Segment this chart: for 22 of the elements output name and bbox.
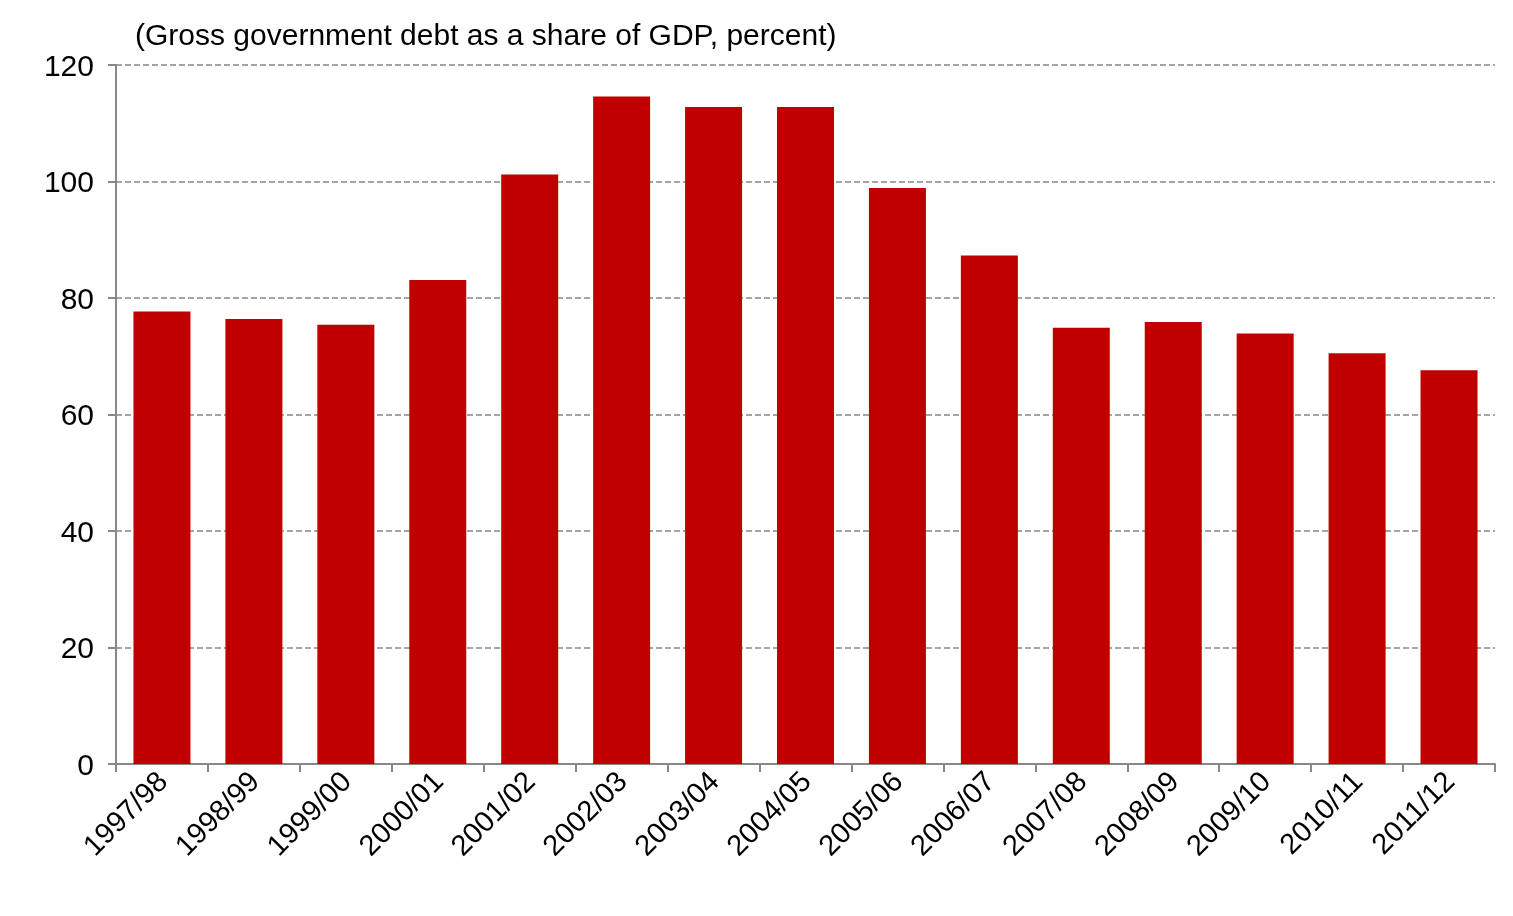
y-tick-label: 100 — [43, 165, 94, 198]
bar — [868, 187, 926, 764]
bar — [1052, 327, 1110, 764]
y-tick-label: 80 — [60, 281, 94, 315]
y-tick-label: 60 — [60, 398, 94, 431]
bar — [1328, 353, 1386, 764]
bar — [317, 324, 375, 764]
bar — [1236, 333, 1294, 764]
bar — [133, 311, 191, 764]
bar — [685, 106, 743, 764]
y-tick-label: 120 — [43, 48, 94, 82]
bar — [960, 255, 1018, 764]
bar — [1144, 321, 1202, 764]
chart-title: (Gross government debt as a share of GDP, percent) — [135, 17, 837, 51]
bar — [593, 96, 651, 764]
bar — [777, 106, 834, 764]
y-tick-label: 20 — [60, 631, 94, 664]
bar — [1420, 370, 1478, 764]
bar — [501, 174, 559, 764]
bar — [409, 279, 467, 764]
bar — [225, 318, 283, 764]
y-tick-label: 40 — [60, 514, 94, 548]
